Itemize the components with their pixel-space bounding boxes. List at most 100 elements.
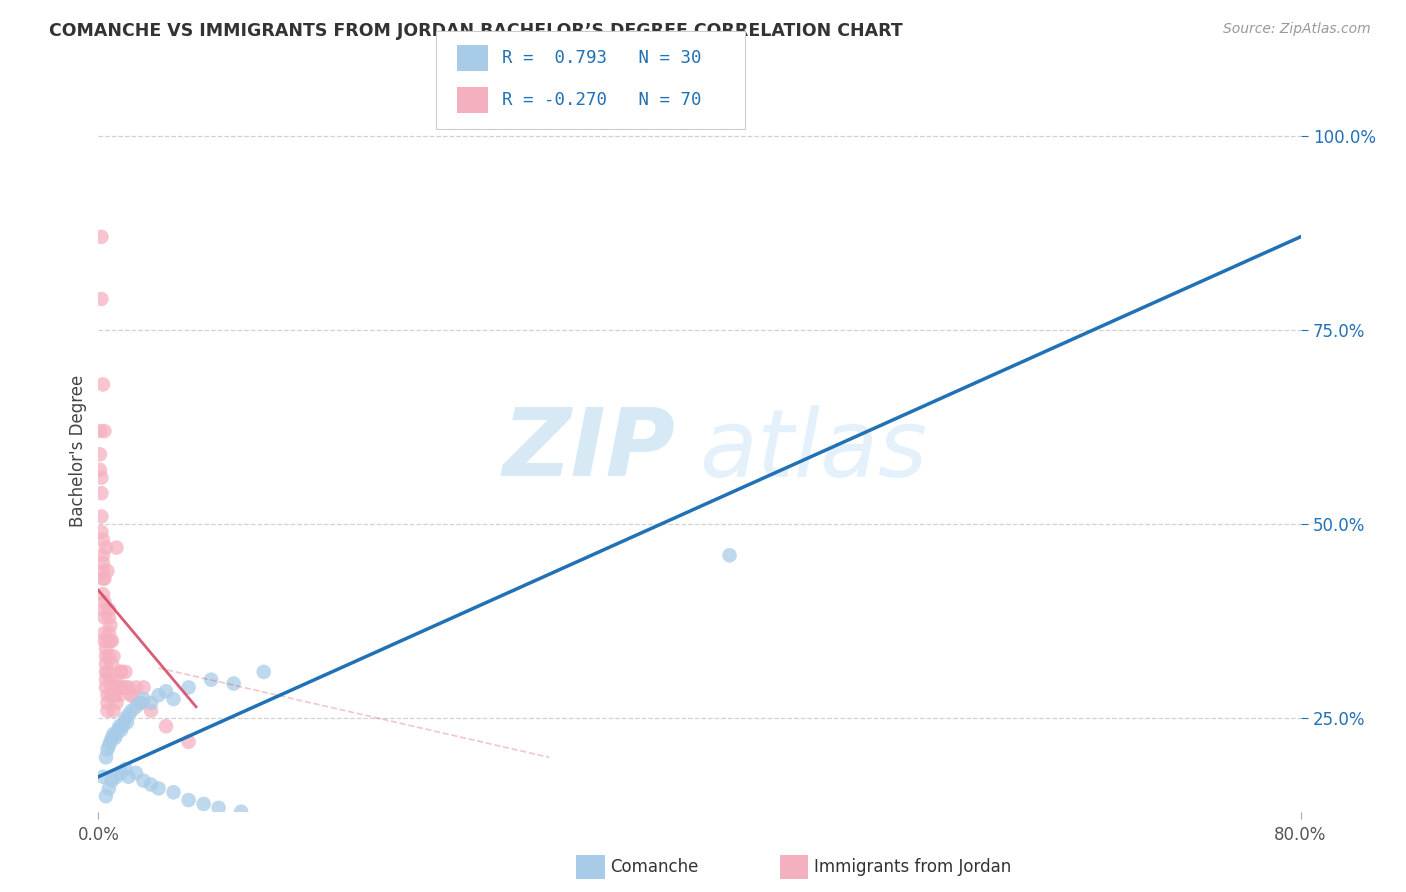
Point — [97, 781, 120, 796]
Point — [90, 524, 112, 539]
Point — [162, 692, 184, 706]
Point — [177, 735, 200, 749]
Point — [718, 549, 741, 563]
Point — [97, 603, 120, 617]
Point — [328, 828, 350, 842]
Point — [177, 793, 200, 807]
Point — [89, 447, 111, 461]
Point — [101, 681, 124, 695]
Point — [114, 711, 136, 725]
Point — [121, 688, 143, 702]
Point — [132, 692, 155, 706]
Point — [101, 633, 124, 648]
Point — [155, 719, 177, 733]
Point — [107, 681, 129, 695]
Point — [94, 649, 117, 664]
Point — [114, 681, 136, 695]
Point — [231, 805, 253, 819]
Point — [101, 773, 124, 788]
Point — [110, 665, 132, 679]
Point — [91, 549, 114, 563]
Point — [96, 688, 118, 702]
Point — [97, 626, 120, 640]
Point — [117, 770, 139, 784]
Point — [112, 715, 135, 730]
Point — [200, 673, 222, 687]
Point — [103, 704, 125, 718]
Point — [193, 797, 215, 811]
Point — [114, 762, 136, 776]
Text: R =  0.793   N = 30: R = 0.793 N = 30 — [502, 49, 702, 67]
Point — [89, 424, 111, 438]
Point — [108, 688, 131, 702]
Point — [129, 696, 152, 710]
Point — [93, 603, 115, 617]
Point — [100, 618, 122, 632]
Point — [96, 633, 118, 648]
Point — [105, 770, 128, 784]
Point — [96, 665, 118, 679]
Point — [91, 572, 114, 586]
Point — [117, 681, 139, 695]
Point — [125, 699, 148, 714]
Point — [108, 719, 131, 733]
Point — [93, 572, 115, 586]
Text: Comanche: Comanche — [610, 858, 699, 876]
Point — [91, 377, 114, 392]
Point — [90, 292, 112, 306]
Point — [388, 836, 411, 850]
Point — [162, 785, 184, 799]
Point — [94, 641, 117, 656]
Point — [91, 587, 114, 601]
Point — [110, 723, 132, 738]
Point — [94, 541, 117, 555]
Text: Source: ZipAtlas.com: Source: ZipAtlas.com — [1223, 22, 1371, 37]
Text: COMANCHE VS IMMIGRANTS FROM JORDAN BACHELOR’S DEGREE CORRELATION CHART: COMANCHE VS IMMIGRANTS FROM JORDAN BACHE… — [49, 22, 903, 40]
Point — [105, 696, 128, 710]
Point — [121, 688, 143, 702]
Point — [91, 533, 114, 547]
Point — [110, 765, 132, 780]
Point — [538, 859, 561, 873]
Point — [96, 696, 118, 710]
Text: atlas: atlas — [700, 405, 928, 496]
Point — [114, 665, 136, 679]
Point — [101, 731, 124, 745]
Point — [94, 789, 117, 804]
Point — [91, 770, 114, 784]
Point — [94, 673, 117, 687]
Point — [253, 665, 276, 679]
Point — [97, 649, 120, 664]
Point — [125, 765, 148, 780]
Point — [132, 681, 155, 695]
Point — [101, 657, 124, 672]
Point — [125, 681, 148, 695]
Point — [97, 610, 120, 624]
Point — [121, 704, 143, 718]
Point — [283, 820, 305, 834]
Point — [148, 781, 170, 796]
Point — [105, 727, 128, 741]
Point — [97, 739, 120, 753]
Point — [94, 750, 117, 764]
Point — [463, 847, 485, 862]
Point — [107, 723, 129, 738]
Point — [94, 665, 117, 679]
Point — [94, 681, 117, 695]
Point — [93, 626, 115, 640]
Point — [139, 704, 162, 718]
Point — [139, 696, 162, 710]
Point — [96, 704, 118, 718]
Point — [110, 665, 132, 679]
Point — [1289, 871, 1312, 885]
Point — [103, 649, 125, 664]
Point — [105, 673, 128, 687]
Point — [104, 688, 127, 702]
Point — [100, 688, 122, 702]
Point — [91, 556, 114, 570]
Point — [105, 541, 128, 555]
Point — [177, 681, 200, 695]
Point — [253, 813, 276, 827]
Point — [100, 633, 122, 648]
Point — [222, 676, 245, 690]
